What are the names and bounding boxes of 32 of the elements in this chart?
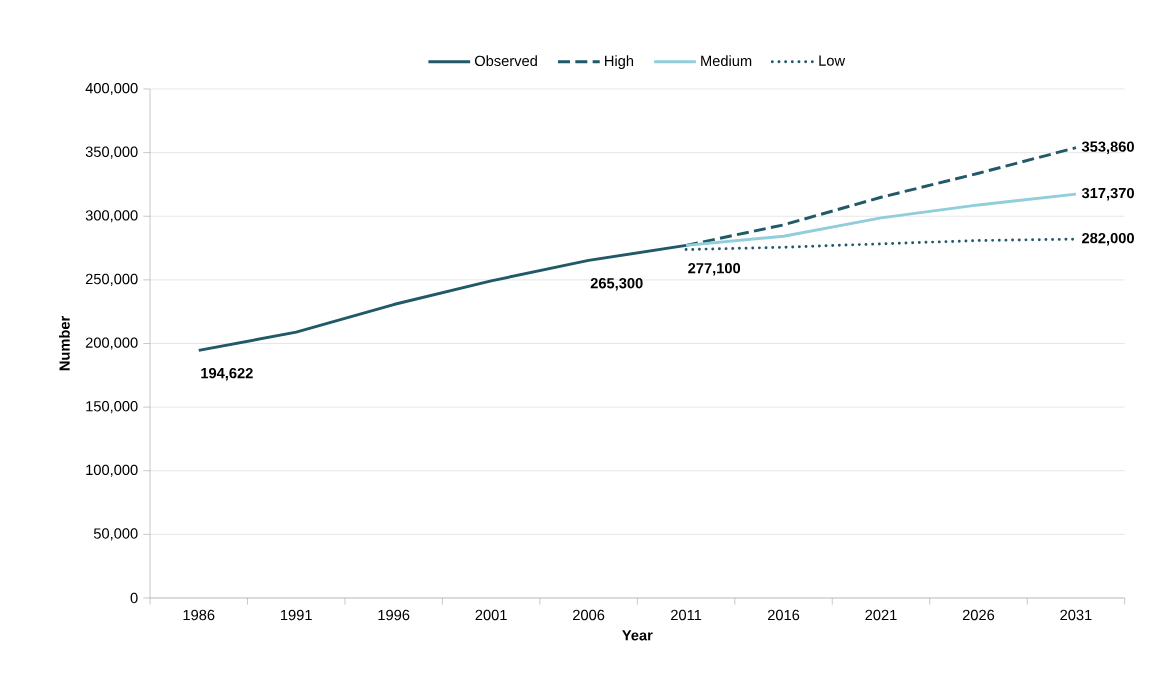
x-tick-label: 1986	[183, 609, 215, 621]
y-tick-label: 150,000	[86, 401, 138, 414]
x-tick-label: 1991	[281, 609, 312, 621]
data-label: 353,860	[1081, 141, 1134, 154]
legend-label: Observed	[474, 55, 537, 67]
y-tick-label: 300,000	[85, 210, 138, 223]
legend-label: High	[605, 55, 634, 69]
legend-label: Medium	[701, 55, 752, 67]
y-tick-label: 350,000	[85, 146, 138, 159]
y-tick-label: 250,000	[85, 273, 138, 286]
line-series	[684, 192, 1078, 247]
y-tick-label: 100,000	[86, 464, 138, 477]
y-tick-label: 50,000	[93, 528, 138, 541]
x-tick-label: 2031	[1060, 609, 1092, 621]
data-label: 282,000	[1082, 232, 1134, 246]
x-tick-label: 2021	[865, 609, 897, 621]
y-tick-label: 0	[130, 592, 138, 604]
data-label: 317,370	[1081, 187, 1134, 201]
y-tick-label: 400,000	[85, 82, 138, 96]
x-tick-label: 2016	[767, 609, 800, 621]
x-tick-label: 2026	[962, 609, 995, 621]
data-label: 194,622	[201, 367, 253, 381]
data-label: 265,300	[590, 278, 643, 291]
y-tick-label: 200,000	[85, 337, 138, 350]
y-axis-title: Number	[59, 316, 70, 371]
x-tick-label: 2001	[475, 609, 507, 621]
x-tick-label: 2006	[573, 609, 605, 621]
x-axis-title: Year	[622, 630, 653, 641]
x-tick-label: 1996	[378, 609, 410, 621]
data-label: 277,100	[688, 263, 741, 276]
legend-label: Low	[819, 55, 846, 66]
x-tick-label: 2011	[671, 609, 702, 621]
